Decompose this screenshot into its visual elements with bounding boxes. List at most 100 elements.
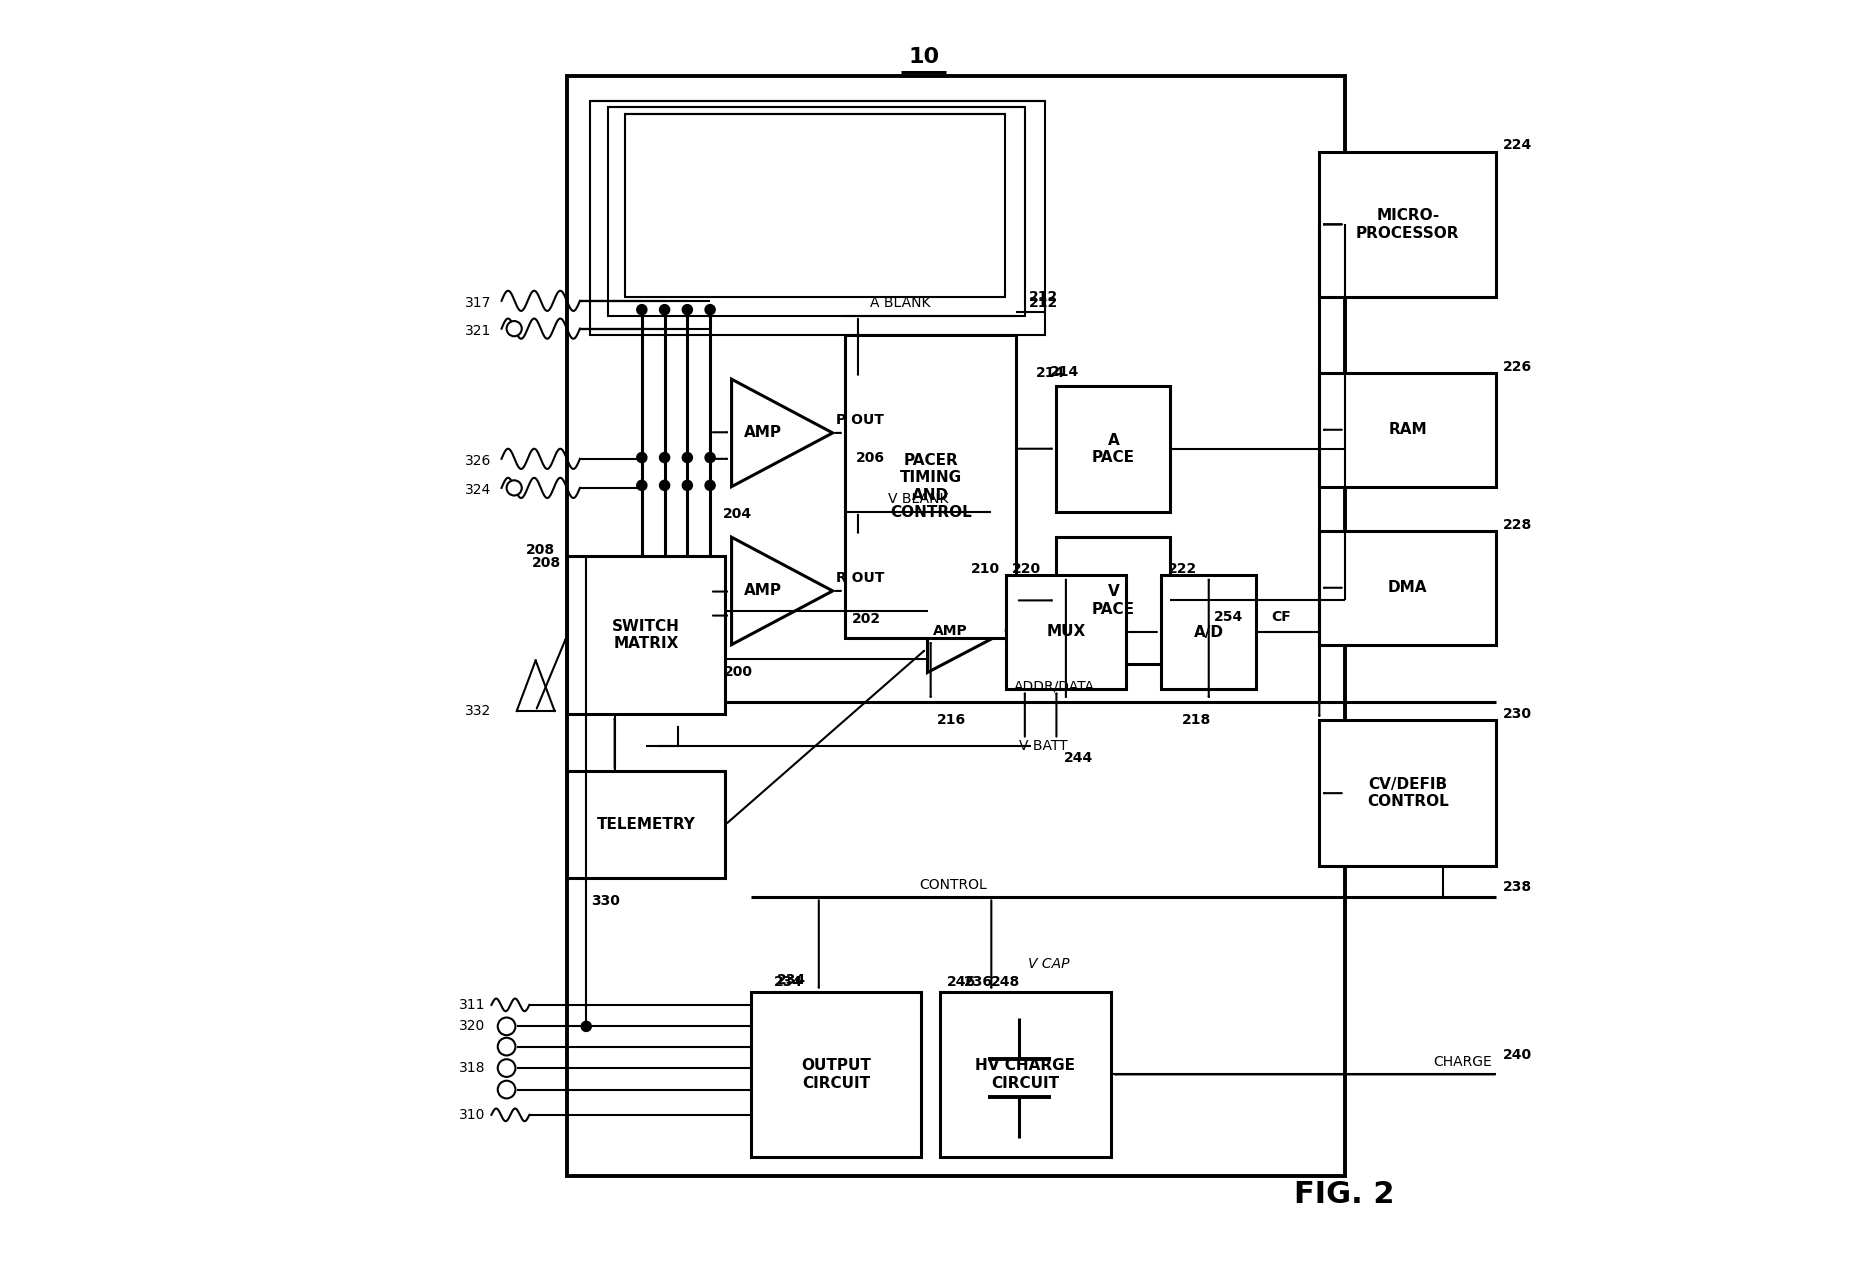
Text: 321: 321 bbox=[466, 324, 492, 339]
Text: OUTPUT
CIRCUIT: OUTPUT CIRCUIT bbox=[801, 1058, 870, 1091]
Text: AMP: AMP bbox=[744, 584, 783, 598]
Text: 238: 238 bbox=[1503, 880, 1532, 895]
Text: 317: 317 bbox=[466, 296, 492, 311]
Bar bbox=[568, 771, 725, 878]
Bar bbox=[751, 992, 922, 1157]
Text: 10: 10 bbox=[909, 47, 939, 67]
Bar bbox=[590, 101, 1044, 335]
Circle shape bbox=[581, 1021, 592, 1031]
Text: CONTROL: CONTROL bbox=[918, 877, 987, 892]
Bar bbox=[846, 335, 1017, 638]
Bar bbox=[1005, 575, 1126, 689]
Text: 218: 218 bbox=[1182, 713, 1211, 728]
Text: A
PACE: A PACE bbox=[1093, 432, 1135, 465]
Text: 330: 330 bbox=[590, 894, 620, 909]
Circle shape bbox=[636, 453, 647, 463]
Text: 220: 220 bbox=[1013, 561, 1041, 576]
Text: 318: 318 bbox=[458, 1060, 486, 1076]
Text: 200: 200 bbox=[723, 665, 753, 680]
Text: 324: 324 bbox=[466, 483, 492, 498]
Text: 202: 202 bbox=[851, 612, 881, 626]
Text: 236: 236 bbox=[963, 975, 992, 990]
Text: 216: 216 bbox=[937, 713, 966, 728]
Text: HV CHARGE
CIRCUIT: HV CHARGE CIRCUIT bbox=[976, 1058, 1076, 1091]
Text: CHARGE: CHARGE bbox=[1434, 1054, 1491, 1069]
Text: 311: 311 bbox=[458, 997, 486, 1012]
Circle shape bbox=[705, 480, 716, 490]
Text: 206: 206 bbox=[857, 451, 885, 465]
Text: R OUT: R OUT bbox=[837, 571, 885, 585]
Text: RAM: RAM bbox=[1389, 422, 1426, 437]
Text: SWITCH
MATRIX: SWITCH MATRIX bbox=[612, 619, 681, 651]
Bar bbox=[608, 107, 1024, 316]
Text: DMA: DMA bbox=[1388, 580, 1428, 595]
Text: 228: 228 bbox=[1503, 517, 1532, 532]
Text: 254: 254 bbox=[1215, 609, 1243, 624]
Text: 214: 214 bbox=[1050, 365, 1080, 379]
Text: 226: 226 bbox=[1503, 359, 1532, 374]
Text: A BLANK: A BLANK bbox=[870, 296, 931, 311]
Text: 326: 326 bbox=[466, 454, 492, 469]
Text: 230: 230 bbox=[1503, 707, 1532, 722]
Circle shape bbox=[683, 305, 692, 315]
Circle shape bbox=[497, 1081, 516, 1098]
Bar bbox=[1319, 373, 1497, 487]
Circle shape bbox=[636, 480, 647, 490]
Bar bbox=[625, 114, 1005, 297]
Circle shape bbox=[497, 1018, 516, 1035]
Bar bbox=[1161, 575, 1256, 689]
Text: V BATT: V BATT bbox=[1018, 738, 1067, 753]
Text: AMP: AMP bbox=[933, 624, 968, 638]
Text: 222: 222 bbox=[1167, 561, 1196, 576]
Bar bbox=[568, 76, 1345, 1176]
Circle shape bbox=[506, 480, 521, 495]
Text: V CAP: V CAP bbox=[1028, 957, 1070, 972]
Circle shape bbox=[660, 480, 670, 490]
Text: 310: 310 bbox=[458, 1107, 486, 1122]
Text: ADDR/DATA: ADDR/DATA bbox=[1013, 679, 1094, 694]
Bar bbox=[1319, 152, 1497, 297]
Text: 248: 248 bbox=[991, 975, 1020, 990]
Circle shape bbox=[705, 453, 716, 463]
Text: 212: 212 bbox=[1030, 289, 1057, 305]
Text: 332: 332 bbox=[466, 704, 492, 718]
Text: V BLANK: V BLANK bbox=[889, 492, 948, 507]
Bar bbox=[1319, 531, 1497, 645]
Text: CF: CF bbox=[1271, 609, 1291, 624]
Text: 244: 244 bbox=[1065, 751, 1093, 766]
Circle shape bbox=[506, 321, 521, 336]
Circle shape bbox=[683, 480, 692, 490]
Text: 224: 224 bbox=[1503, 138, 1532, 153]
Text: 212: 212 bbox=[1030, 296, 1057, 311]
Text: 240: 240 bbox=[1503, 1048, 1532, 1063]
Text: MICRO-
PROCESSOR: MICRO- PROCESSOR bbox=[1356, 209, 1460, 240]
Text: FIG. 2: FIG. 2 bbox=[1295, 1181, 1395, 1208]
Bar bbox=[1319, 720, 1497, 866]
Text: 208: 208 bbox=[525, 542, 555, 557]
Bar bbox=[1057, 537, 1171, 664]
Text: 246: 246 bbox=[946, 975, 976, 990]
Text: 204: 204 bbox=[723, 507, 753, 522]
Text: 210: 210 bbox=[970, 561, 1000, 576]
Bar bbox=[940, 992, 1111, 1157]
Circle shape bbox=[705, 305, 716, 315]
Polygon shape bbox=[731, 537, 833, 645]
Text: 208: 208 bbox=[532, 556, 560, 570]
Text: 320: 320 bbox=[458, 1019, 486, 1034]
Text: A/D: A/D bbox=[1195, 624, 1224, 640]
Polygon shape bbox=[731, 379, 833, 487]
Text: MUX: MUX bbox=[1046, 624, 1085, 640]
Circle shape bbox=[497, 1059, 516, 1077]
Text: CV/DEFIB
CONTROL: CV/DEFIB CONTROL bbox=[1367, 777, 1449, 809]
Text: P OUT: P OUT bbox=[837, 413, 885, 427]
Bar bbox=[568, 556, 725, 714]
Circle shape bbox=[660, 453, 670, 463]
Text: PACER
TIMING
AND
CONTROL: PACER TIMING AND CONTROL bbox=[890, 453, 972, 521]
Text: 234: 234 bbox=[777, 972, 807, 987]
Text: AMP: AMP bbox=[744, 426, 783, 440]
Text: V
PACE: V PACE bbox=[1093, 584, 1135, 617]
Circle shape bbox=[660, 305, 670, 315]
Text: 234: 234 bbox=[774, 975, 803, 990]
Circle shape bbox=[636, 305, 647, 315]
Circle shape bbox=[497, 1038, 516, 1055]
